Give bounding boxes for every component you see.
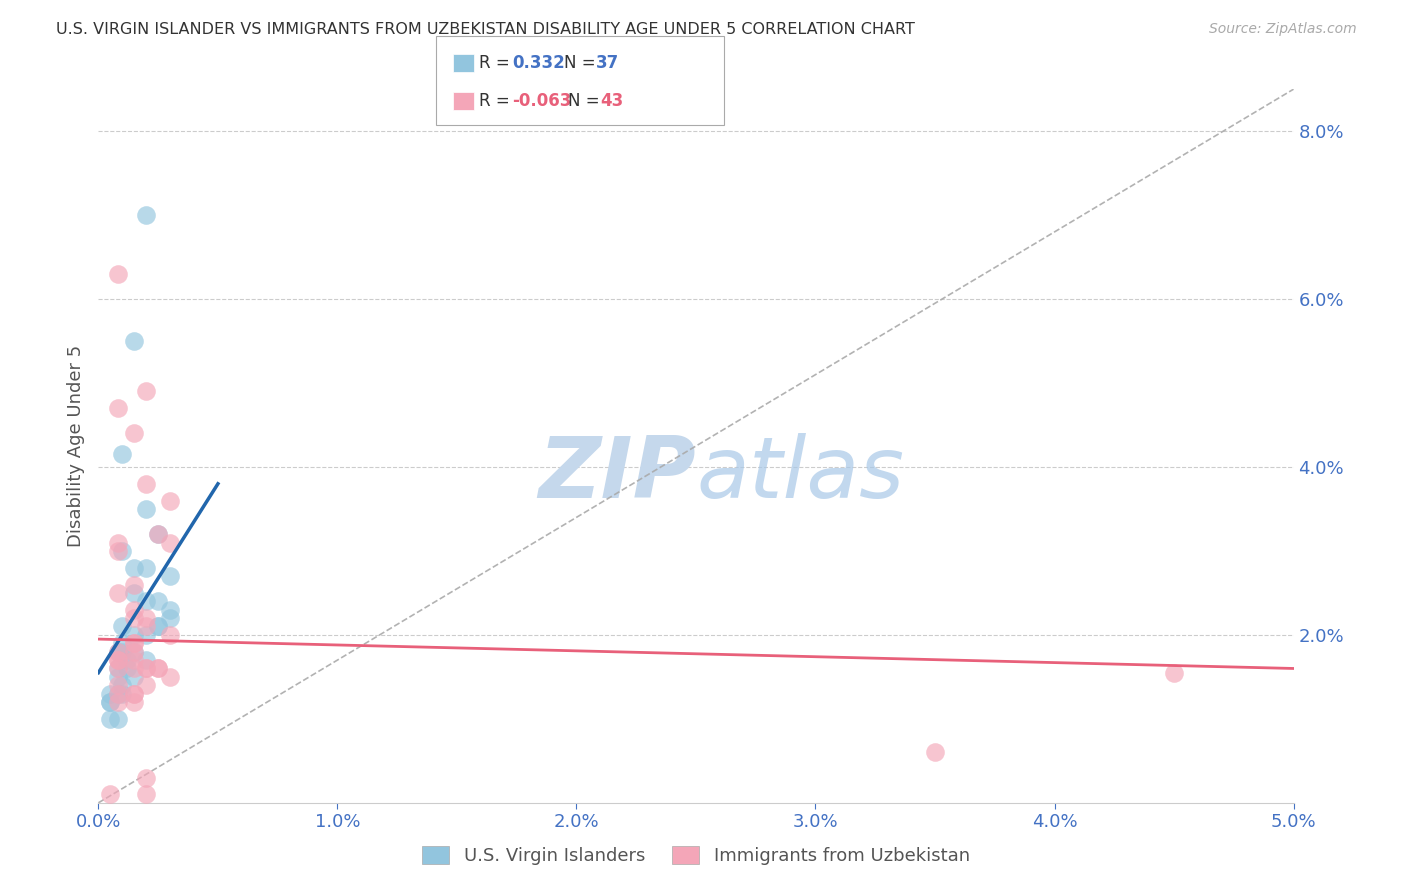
Point bbox=[159, 670, 181, 684]
Point bbox=[107, 535, 129, 549]
Point bbox=[135, 502, 157, 516]
Text: U.S. VIRGIN ISLANDER VS IMMIGRANTS FROM UZBEKISTAN DISABILITY AGE UNDER 5 CORREL: U.S. VIRGIN ISLANDER VS IMMIGRANTS FROM … bbox=[56, 22, 915, 37]
Point bbox=[124, 603, 146, 617]
Point bbox=[1163, 665, 1185, 680]
Point bbox=[111, 687, 134, 701]
Point bbox=[111, 636, 134, 650]
Point bbox=[135, 661, 157, 675]
Point bbox=[124, 611, 146, 625]
Point bbox=[107, 645, 129, 659]
Point bbox=[135, 611, 157, 625]
Point bbox=[124, 426, 146, 441]
Y-axis label: Disability Age Under 5: Disability Age Under 5 bbox=[66, 345, 84, 547]
Point bbox=[111, 544, 134, 558]
Point bbox=[107, 661, 129, 675]
Point bbox=[924, 746, 946, 760]
Point bbox=[111, 645, 134, 659]
Point bbox=[107, 661, 129, 675]
Point bbox=[124, 636, 146, 650]
Point bbox=[107, 653, 129, 667]
Point bbox=[111, 619, 134, 633]
Point bbox=[135, 788, 157, 802]
Point bbox=[98, 695, 122, 709]
Point bbox=[135, 653, 157, 667]
Text: N =: N = bbox=[568, 92, 605, 110]
Point bbox=[135, 384, 157, 399]
Point bbox=[124, 687, 146, 701]
Point bbox=[98, 687, 122, 701]
Text: R =: R = bbox=[479, 92, 516, 110]
Point bbox=[159, 493, 181, 508]
Point bbox=[115, 661, 138, 675]
Text: ZIP: ZIP bbox=[538, 433, 696, 516]
Point bbox=[124, 645, 146, 659]
Point bbox=[124, 687, 146, 701]
Point bbox=[107, 695, 129, 709]
Point bbox=[148, 661, 170, 675]
Point bbox=[124, 670, 146, 684]
Point bbox=[107, 645, 129, 659]
Point bbox=[135, 628, 157, 642]
Point bbox=[98, 788, 122, 802]
Point bbox=[115, 653, 138, 667]
Point bbox=[135, 560, 157, 574]
Point bbox=[124, 645, 146, 659]
Point bbox=[159, 611, 181, 625]
Point bbox=[124, 334, 146, 348]
Point bbox=[148, 594, 170, 608]
Text: 37: 37 bbox=[596, 54, 620, 72]
Point bbox=[124, 653, 146, 667]
Point bbox=[159, 535, 181, 549]
Point bbox=[111, 447, 134, 461]
Point bbox=[124, 695, 146, 709]
Point bbox=[107, 267, 129, 281]
Text: Source: ZipAtlas.com: Source: ZipAtlas.com bbox=[1209, 22, 1357, 37]
Text: 43: 43 bbox=[600, 92, 624, 110]
Point bbox=[135, 476, 157, 491]
Point bbox=[107, 586, 129, 600]
Point bbox=[111, 678, 134, 692]
Text: 0.332: 0.332 bbox=[512, 54, 565, 72]
Point bbox=[107, 670, 129, 684]
Point bbox=[159, 569, 181, 583]
Point bbox=[135, 594, 157, 608]
Point bbox=[107, 712, 129, 726]
Point bbox=[135, 619, 157, 633]
Point bbox=[107, 544, 129, 558]
Point bbox=[107, 678, 129, 692]
Point bbox=[148, 619, 170, 633]
Point bbox=[148, 527, 170, 541]
Point bbox=[107, 687, 129, 701]
Point bbox=[107, 687, 129, 701]
Point bbox=[107, 653, 129, 667]
Point bbox=[107, 401, 129, 416]
Point bbox=[159, 603, 181, 617]
Point bbox=[124, 628, 146, 642]
Point bbox=[159, 628, 181, 642]
Text: N =: N = bbox=[564, 54, 600, 72]
Point bbox=[135, 678, 157, 692]
Point bbox=[135, 771, 157, 785]
Point bbox=[124, 586, 146, 600]
Point bbox=[124, 560, 146, 574]
Point bbox=[148, 619, 170, 633]
Text: R =: R = bbox=[479, 54, 516, 72]
Point bbox=[135, 661, 157, 675]
Point bbox=[148, 661, 170, 675]
Point bbox=[124, 661, 146, 675]
Legend: U.S. Virgin Islanders, Immigrants from Uzbekistan: U.S. Virgin Islanders, Immigrants from U… bbox=[415, 838, 977, 872]
Point bbox=[148, 527, 170, 541]
Text: -0.063: -0.063 bbox=[512, 92, 571, 110]
Point bbox=[124, 577, 146, 591]
Point bbox=[135, 208, 157, 222]
Point bbox=[98, 712, 122, 726]
Text: atlas: atlas bbox=[696, 433, 904, 516]
Point bbox=[98, 695, 122, 709]
Point bbox=[124, 636, 146, 650]
